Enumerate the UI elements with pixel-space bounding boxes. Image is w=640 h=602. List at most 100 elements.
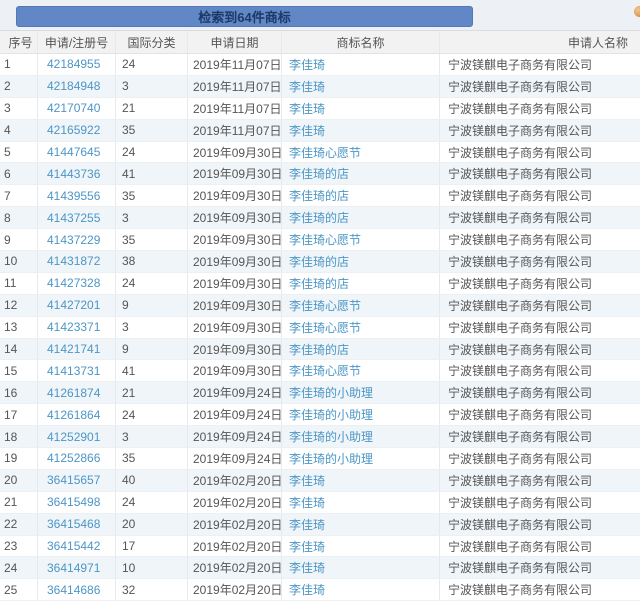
application-date-cell: 2019年11月07日 [188,75,282,97]
trademark-name-link[interactable]: 李佳琦 [282,579,440,601]
application-date-cell: 2019年09月30日 [188,360,282,382]
intl-class-cell: 24 [116,491,188,513]
registration-number-link[interactable]: 41443736 [38,163,116,185]
trademark-name-link[interactable]: 李佳琦的店 [282,251,440,272]
applicant-name-cell: 宁波镁麒电子商务有限公司 [448,101,593,116]
applicant-name-cell: 宁波镁麒电子商务有限公司 [448,233,593,248]
applicant-name-cell: 宁波镁麒电子商务有限公司 [448,583,593,598]
registration-number-link[interactable]: 41261864 [38,404,116,426]
trademark-name-link[interactable]: 李佳琦 [282,97,440,119]
table-row: 15 41413731 41 2019年09月30日 李佳琦心愿节 宁波镁麒电子… [0,360,640,383]
trademark-name-link[interactable]: 李佳琦的店 [282,207,440,229]
row-index-cell: 21 [0,491,38,513]
trademark-name-link[interactable]: 李佳琦 [282,535,440,557]
applicant-name-cell: 宁波镁麒电子商务有限公司 [448,473,593,488]
table-row: 19 41252866 35 2019年09月24日 李佳琦的小助理 宁波镁麒电… [0,448,640,470]
intl-class-cell: 9 [116,338,188,360]
registration-number-link[interactable]: 36415498 [38,491,116,513]
trademark-name-link[interactable]: 李佳琦 [282,513,440,535]
application-date-cell: 2019年09月24日 [188,448,282,469]
table-row: 25 36414686 32 2019年02月20日 李佳琦 宁波镁麒电子商务有… [0,579,640,602]
table-row: 8 41437255 3 2019年09月30日 李佳琦的店 宁波镁麒电子商务有… [0,207,640,230]
registration-number-link[interactable]: 42184955 [38,54,116,75]
trademark-name-link[interactable]: 李佳琦的小助理 [282,382,440,404]
intl-class-cell: 3 [116,75,188,97]
registration-number-link[interactable]: 36414971 [38,557,116,579]
row-index-cell: 17 [0,404,38,426]
applicant-name-cell: 宁波镁麒电子商务有限公司 [448,386,593,401]
intl-class-cell: 35 [116,448,188,469]
trademark-name-link[interactable]: 李佳琦 [282,469,440,491]
intl-class-cell: 35 [116,119,188,141]
row-index-cell: 6 [0,163,38,185]
trademark-name-link[interactable]: 李佳琦的店 [282,185,440,207]
application-date-cell: 2019年02月20日 [188,535,282,557]
row-index-cell: 18 [0,426,38,448]
column-header-index: 序号 [0,31,38,53]
registration-number-link[interactable]: 41427201 [38,294,116,316]
intl-class-cell: 3 [116,426,188,448]
table-row: 16 41261874 21 2019年09月24日 李佳琦的小助理 宁波镁麒电… [0,382,640,405]
trademark-name-link[interactable]: 李佳琦的店 [282,272,440,294]
applicant-name-cell: 宁波镁麒电子商务有限公司 [448,320,593,335]
row-index-cell: 22 [0,513,38,535]
column-header-mark-name: 商标名称 [282,31,440,53]
registration-number-link[interactable]: 41427328 [38,272,116,294]
intl-class-cell: 20 [116,513,188,535]
applicant-name-cell: 宁波镁麒电子商务有限公司 [448,145,593,160]
registration-number-link[interactable]: 41431872 [38,251,116,272]
trademark-name-link[interactable]: 李佳琦 [282,491,440,513]
intl-class-cell: 10 [116,557,188,579]
registration-number-link[interactable]: 41252901 [38,426,116,448]
row-index-cell: 4 [0,119,38,141]
table-row: 13 41423371 3 2019年09月30日 李佳琦心愿节 宁波镁麒电子商… [0,316,640,339]
applicant-name-cell: 宁波镁麒电子商务有限公司 [448,364,593,379]
row-index-cell: 24 [0,557,38,579]
trademark-name-link[interactable]: 李佳琦的小助理 [282,426,440,448]
registration-number-link[interactable]: 41252866 [38,448,116,469]
intl-class-cell: 3 [116,316,188,338]
row-index-cell: 2 [0,75,38,97]
trademark-name-link[interactable]: 李佳琦的店 [282,163,440,185]
table-body: 1 42184955 24 2019年11月07日 李佳琦 宁波镁麒电子商务有限… [0,54,640,602]
applicant-name-cell: 宁波镁麒电子商务有限公司 [448,79,593,94]
registration-number-link[interactable]: 42170740 [38,97,116,119]
row-index-cell: 9 [0,229,38,251]
trademark-name-link[interactable]: 李佳琦心愿节 [282,141,440,163]
trademark-name-link[interactable]: 李佳琦的小助理 [282,404,440,426]
registration-number-link[interactable]: 36415468 [38,513,116,535]
trademark-name-link[interactable]: 李佳琦 [282,54,440,75]
registration-number-link[interactable]: 41447645 [38,141,116,163]
registration-number-link[interactable]: 41413731 [38,360,116,382]
table-row: 18 41252901 3 2019年09月24日 李佳琦的小助理 宁波镁麒电子… [0,426,640,449]
trademark-name-link[interactable]: 李佳琦的店 [282,338,440,360]
application-date-cell: 2019年09月24日 [188,382,282,404]
trademark-name-link[interactable]: 李佳琦心愿节 [282,360,440,382]
row-index-cell: 11 [0,272,38,294]
registration-number-link[interactable]: 41437255 [38,207,116,229]
registration-number-link[interactable]: 41261874 [38,382,116,404]
registration-number-link[interactable]: 41439556 [38,185,116,207]
registration-number-link[interactable]: 36415657 [38,469,116,491]
trademark-name-link[interactable]: 李佳琦 [282,119,440,141]
trademark-name-link[interactable]: 李佳琦心愿节 [282,229,440,251]
application-date-cell: 2019年09月24日 [188,404,282,426]
registration-number-link[interactable]: 41437229 [38,229,116,251]
row-index-cell: 10 [0,251,38,272]
intl-class-cell: 40 [116,469,188,491]
trademark-name-link[interactable]: 李佳琦心愿节 [282,316,440,338]
table-row: 24 36414971 10 2019年02月20日 李佳琦 宁波镁麒电子商务有… [0,557,640,580]
registration-number-link[interactable]: 36414686 [38,579,116,601]
registration-number-link[interactable]: 41421741 [38,338,116,360]
trademark-name-link[interactable]: 李佳琦心愿节 [282,294,440,316]
table-row: 17 41261864 24 2019年09月24日 李佳琦的小助理 宁波镁麒电… [0,404,640,427]
table-row: 1 42184955 24 2019年11月07日 李佳琦 宁波镁麒电子商务有限… [0,54,640,76]
registration-number-link[interactable]: 41423371 [38,316,116,338]
registration-number-link[interactable]: 42165922 [38,119,116,141]
trademark-name-link[interactable]: 李佳琦的小助理 [282,448,440,469]
trademark-name-link[interactable]: 李佳琦 [282,557,440,579]
trademark-name-link[interactable]: 李佳琦 [282,75,440,97]
registration-number-link[interactable]: 36415442 [38,535,116,557]
application-date-cell: 2019年09月30日 [188,316,282,338]
registration-number-link[interactable]: 42184948 [38,75,116,97]
